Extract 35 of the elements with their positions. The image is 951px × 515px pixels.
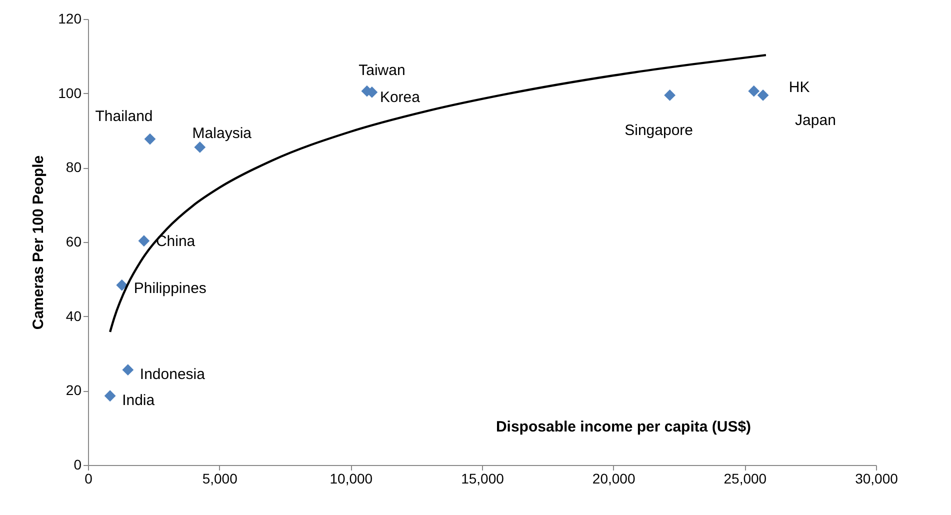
y-tick-label: 120: [58, 10, 82, 26]
annotation: Indonesia: [140, 366, 206, 383]
point: [748, 85, 760, 97]
y-tick-label: 100: [58, 84, 82, 101]
x-tick-label: 30,000: [855, 470, 898, 486]
point: [144, 133, 156, 145]
annotation: Singapore: [624, 122, 693, 140]
x-tick-label: 0: [84, 470, 93, 486]
x-tick-label: 10,000: [330, 470, 373, 486]
point: [104, 390, 116, 402]
point: [757, 89, 769, 101]
annotation: Malaysia: [192, 125, 252, 142]
y-tick-label: 80: [66, 159, 82, 176]
point: [664, 89, 676, 101]
annotation: Japan: [795, 112, 836, 130]
y-axis-title: Cameras Per 100 People: [30, 155, 48, 330]
x-tick-label: 25,000: [724, 470, 767, 486]
x-tick-label: 20,000: [592, 470, 636, 486]
annotation: India: [122, 392, 156, 409]
y-tick-label: 20: [66, 382, 82, 398]
point: [194, 142, 206, 153]
y-tick-label: 40: [66, 308, 82, 324]
point: [122, 364, 134, 376]
annotation: Thailand: [95, 108, 153, 126]
y-tick-label: 0: [74, 456, 82, 472]
point: [138, 235, 150, 247]
annotation: Korea: [380, 89, 421, 106]
x-tick-label: 5,000: [202, 470, 238, 486]
annotation: HK: [788, 79, 810, 96]
y-tick-label: 60: [66, 234, 82, 250]
x-tick-label: 15,000: [461, 470, 504, 486]
point: [116, 279, 128, 291]
x-axis-title: Disposable income per capita (US$): [496, 418, 752, 436]
annotation: Taiwan: [358, 62, 406, 80]
annotation: Philippines: [134, 280, 206, 298]
